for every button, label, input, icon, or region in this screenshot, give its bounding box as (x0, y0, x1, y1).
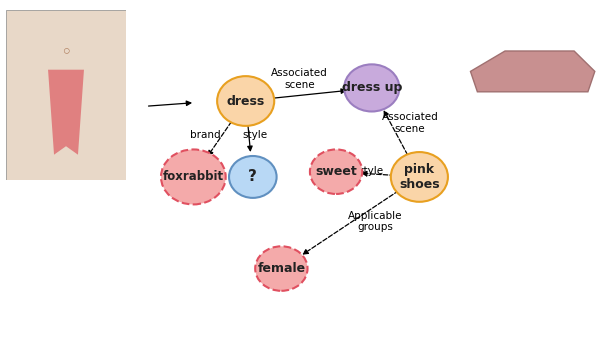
Ellipse shape (391, 152, 448, 202)
Polygon shape (48, 70, 84, 155)
Ellipse shape (255, 246, 308, 291)
Text: dress up: dress up (341, 81, 402, 95)
Text: Applicable
groups: Applicable groups (348, 211, 403, 232)
Text: ?: ? (249, 169, 257, 184)
Ellipse shape (161, 150, 226, 204)
Ellipse shape (344, 64, 399, 112)
Text: dress: dress (227, 95, 265, 107)
Text: pink
shoes: pink shoes (399, 163, 440, 191)
Text: ◦: ◦ (60, 43, 72, 62)
FancyBboxPatch shape (464, 20, 602, 122)
Text: Source:: Source: (469, 47, 511, 57)
Text: style: style (243, 130, 268, 140)
FancyBboxPatch shape (6, 10, 126, 180)
Text: foxrabbit: foxrabbit (163, 170, 224, 184)
Polygon shape (470, 51, 595, 92)
Text: Associated
scene: Associated scene (271, 68, 328, 89)
Text: sweet: sweet (315, 165, 357, 178)
Text: brand: brand (190, 130, 220, 140)
Text: Associated
scene: Associated scene (381, 113, 438, 134)
Ellipse shape (217, 76, 274, 126)
Ellipse shape (229, 156, 277, 198)
Text: female: female (257, 262, 305, 275)
Text: style: style (358, 166, 383, 176)
Ellipse shape (310, 150, 362, 194)
